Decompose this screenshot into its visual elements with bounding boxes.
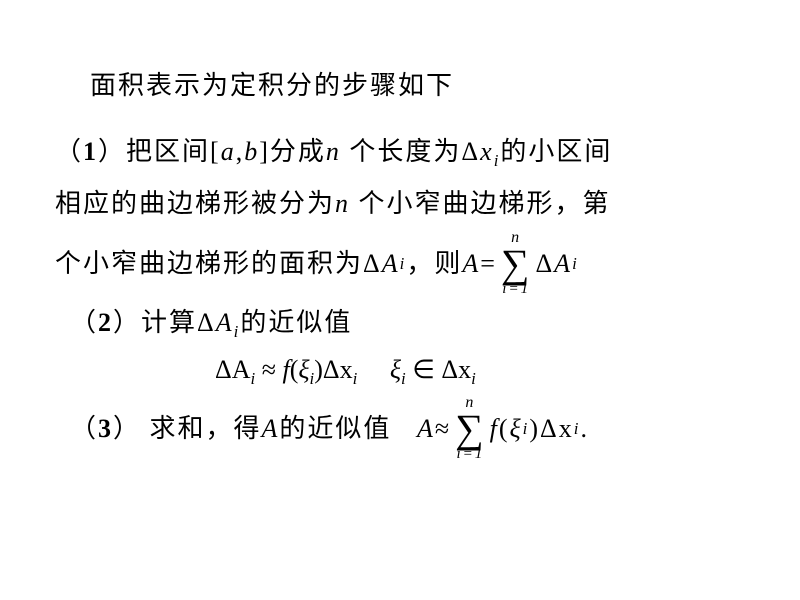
step2-formula: ΔAi ≈ f(ξi)Δxi ξi ∈ Δxi: [215, 355, 760, 389]
paren-close2: ）计算: [113, 308, 197, 337]
bracket-open: [: [210, 137, 221, 166]
title-line: 面积表示为定积分的步骤如下: [90, 60, 760, 112]
step1-line2: 相应的曲边梯形被分为n 个小窄曲边梯形，第: [55, 178, 760, 230]
xi2: ξ: [390, 355, 401, 384]
approx1: ≈: [255, 355, 282, 384]
var-A4: A: [216, 308, 234, 337]
dx2: Δx: [441, 355, 471, 384]
step2-num: 2: [98, 308, 113, 337]
title-text: 面积表示为定积分的步骤如下: [90, 71, 454, 100]
f-dA: ΔA: [215, 355, 251, 384]
step3-num: 3: [98, 403, 113, 455]
xi1: ξ: [298, 355, 309, 384]
step3-line: （3） 求和，得A的近似值 A ≈ n ∑ i=1 f(ξi)Δxi.: [70, 395, 760, 462]
gap: [357, 355, 390, 384]
sum-symbol-2: n ∑ i=1: [455, 395, 486, 462]
eq-sign: =: [480, 238, 497, 290]
text-length: 个长度为: [341, 137, 462, 166]
pc1: ): [314, 355, 323, 384]
step1-num: 1: [83, 137, 98, 166]
paren-open2: （: [70, 308, 98, 337]
text-approx: 的近似值: [240, 308, 352, 337]
sub-i2: i: [400, 247, 407, 281]
delta3: Δ: [535, 238, 554, 290]
var-A3: A: [554, 238, 572, 290]
delta1: Δ: [461, 137, 480, 166]
step1-line1: （1）把区间[a,b]分成n 个长度为Δxi的小区间: [55, 126, 760, 178]
var-x1: x: [480, 137, 494, 166]
dot: .: [580, 403, 589, 455]
sub-i3: i: [572, 247, 579, 281]
f2: f: [490, 403, 499, 455]
xi3: ξ: [510, 403, 523, 455]
var-A2: A: [462, 238, 480, 290]
sum1-bot: i=1: [501, 282, 532, 297]
text-interval: 的小区间: [500, 137, 612, 166]
sum2-bot: i=1: [455, 447, 486, 462]
paren-open: （: [55, 137, 83, 166]
sigma-icon: ∑: [501, 246, 532, 282]
paren-close-text: ）把区间: [98, 137, 210, 166]
bracket-close: ]: [259, 137, 270, 166]
text-fencheng: 分成: [270, 137, 326, 166]
delta4: Δ: [197, 308, 216, 337]
var-n1: n: [326, 137, 341, 166]
comma: ,: [236, 137, 245, 166]
dx3: Δx: [540, 403, 574, 455]
text-approxval: 的近似值: [279, 403, 417, 455]
text-corresponding: 相应的曲边梯形被分为: [55, 189, 335, 218]
var-A6: A: [417, 403, 435, 455]
po2: (: [499, 403, 510, 455]
var-A5: A: [262, 403, 280, 455]
sub-i11: i: [574, 412, 581, 446]
pc2: ): [529, 403, 540, 455]
sub-i10: i: [523, 412, 530, 446]
delta2: Δ: [363, 238, 382, 290]
f1: f: [282, 355, 289, 384]
dx1: Δx: [323, 355, 353, 384]
var-b: b: [244, 137, 259, 166]
var-A1: A: [382, 238, 400, 290]
paren-close3: ） 求和，得: [113, 403, 262, 455]
in-sym: ∈: [406, 355, 442, 384]
step1-line3: 个小窄曲边梯形的面积为ΔAi，则A = n ∑ i=1 ΔAi: [55, 230, 760, 297]
sub-i9: i: [471, 369, 476, 388]
sum-symbol-1: n ∑ i=1: [501, 230, 532, 297]
text-narrow: 个小窄曲边梯形，第: [350, 189, 611, 218]
sigma-icon-2: ∑: [455, 411, 486, 447]
approx2: ≈: [435, 403, 451, 455]
var-a: a: [221, 137, 236, 166]
paren-open3: （: [70, 403, 98, 455]
text-ze: ，则: [406, 238, 462, 290]
var-n2: n: [335, 189, 350, 218]
text-area: 个小窄曲边梯形的面积为: [55, 238, 363, 290]
step2-line: （2）计算ΔAi的近似值: [70, 297, 760, 349]
